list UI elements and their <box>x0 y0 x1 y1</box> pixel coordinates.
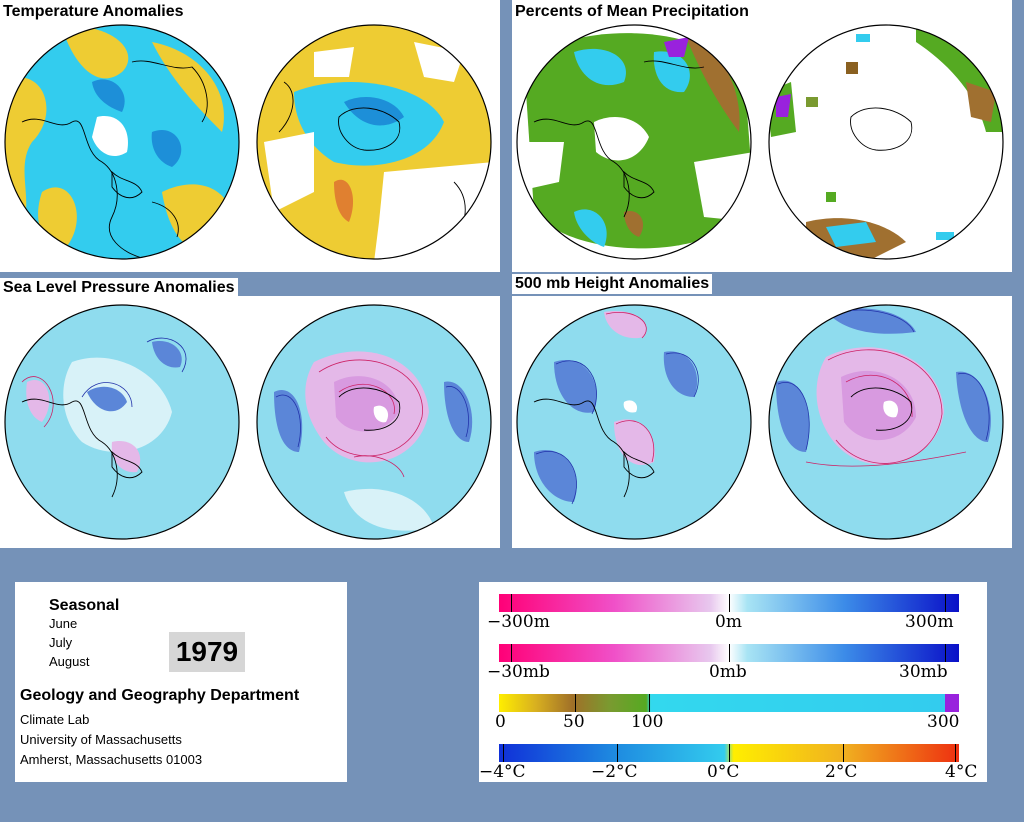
height-colorbar <box>499 594 959 612</box>
year-badge: 1979 <box>169 632 245 672</box>
legend-box: −300m 0m 300m −30mb 0mb 30mb 0 50 100 30… <box>479 582 987 782</box>
temperature-globe-south <box>256 24 492 260</box>
height-label-mid: 0m <box>715 612 742 632</box>
height-globe-south <box>768 304 1004 540</box>
temperature-title: Temperature Anomalies <box>0 2 187 22</box>
temp-label-2: 2°C <box>825 762 858 782</box>
temp-label-minus4: −4°C <box>479 762 526 782</box>
pressure-colorbar <box>499 644 959 662</box>
precipitation-panel <box>512 0 1012 272</box>
pressure-label-max: 30mb <box>899 662 948 682</box>
pressure-label-min: −30mb <box>487 662 550 682</box>
height-panel <box>512 296 1012 548</box>
pressure-title: Sea Level Pressure Anomalies <box>0 278 238 298</box>
temperature-globe-north <box>4 24 240 260</box>
month-july: July <box>49 635 73 650</box>
period-label: Seasonal <box>49 597 120 614</box>
pressure-panel <box>0 296 500 548</box>
height-title: 500 mb Height Anomalies <box>512 274 713 294</box>
temp-label-0: 0°C <box>707 762 740 782</box>
precipitation-title: Percents of Mean Precipitation <box>512 2 752 22</box>
address-line-1: Climate Lab <box>20 712 90 727</box>
precip-label-100: 100 <box>631 712 664 732</box>
precipitation-globe-north <box>516 24 752 260</box>
pressure-globe-north <box>4 304 240 540</box>
height-label-max: 300m <box>905 612 954 632</box>
info-box: Seasonal June July August 1979 Geology a… <box>15 582 347 782</box>
department-label: Geology and Geography Department <box>20 687 300 704</box>
precip-label-0: 0 <box>495 712 506 732</box>
month-august: August <box>49 654 90 669</box>
precip-label-300: 300 <box>927 712 960 732</box>
temperature-panel <box>0 0 500 272</box>
pressure-label-mid: 0mb <box>709 662 747 682</box>
address-line-3: Amherst, Massachusetts 01003 <box>20 752 203 767</box>
pressure-globe-south <box>256 304 492 540</box>
temp-label-minus2: −2°C <box>591 762 638 782</box>
address-line-2: University of Massachusetts <box>20 732 182 747</box>
height-globe-north <box>516 304 752 540</box>
temp-label-4: 4°C <box>945 762 978 782</box>
precip-colorbar <box>499 694 959 712</box>
temperature-colorbar <box>499 744 959 762</box>
precip-label-50: 50 <box>563 712 585 732</box>
height-label-min: −300m <box>487 612 550 632</box>
month-june: June <box>49 616 78 631</box>
precipitation-globe-south <box>768 24 1004 260</box>
